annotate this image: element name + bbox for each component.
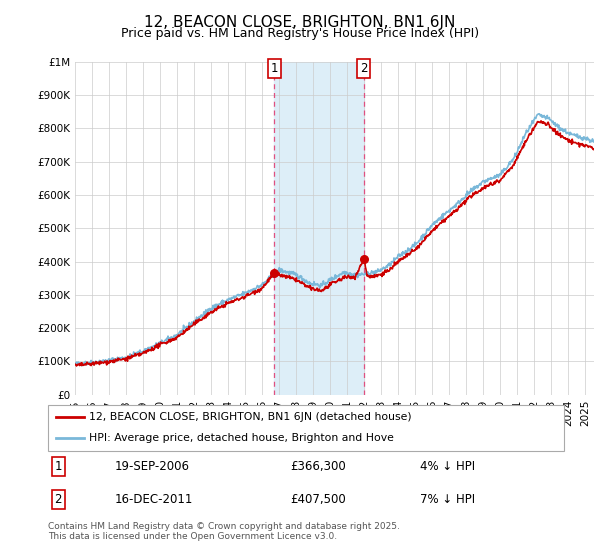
Text: 16-DEC-2011: 16-DEC-2011	[115, 493, 193, 506]
Text: 1: 1	[271, 62, 278, 74]
Text: £407,500: £407,500	[290, 493, 346, 506]
Text: 12, BEACON CLOSE, BRIGHTON, BN1 6JN (detached house): 12, BEACON CLOSE, BRIGHTON, BN1 6JN (det…	[89, 412, 412, 422]
Text: Price paid vs. HM Land Registry's House Price Index (HPI): Price paid vs. HM Land Registry's House …	[121, 27, 479, 40]
Text: 12, BEACON CLOSE, BRIGHTON, BN1 6JN: 12, BEACON CLOSE, BRIGHTON, BN1 6JN	[145, 15, 455, 30]
Text: 7% ↓ HPI: 7% ↓ HPI	[419, 493, 475, 506]
Text: HPI: Average price, detached house, Brighton and Hove: HPI: Average price, detached house, Brig…	[89, 433, 394, 444]
Text: 19-SEP-2006: 19-SEP-2006	[115, 460, 190, 473]
Text: 2: 2	[360, 62, 367, 74]
Bar	[274, 62, 364, 395]
Text: Contains HM Land Registry data © Crown copyright and database right 2025.
This d: Contains HM Land Registry data © Crown c…	[48, 522, 400, 542]
Text: 1: 1	[55, 460, 62, 473]
Text: 4% ↓ HPI: 4% ↓ HPI	[419, 460, 475, 473]
Text: 2: 2	[55, 493, 62, 506]
Text: £366,300: £366,300	[290, 460, 346, 473]
